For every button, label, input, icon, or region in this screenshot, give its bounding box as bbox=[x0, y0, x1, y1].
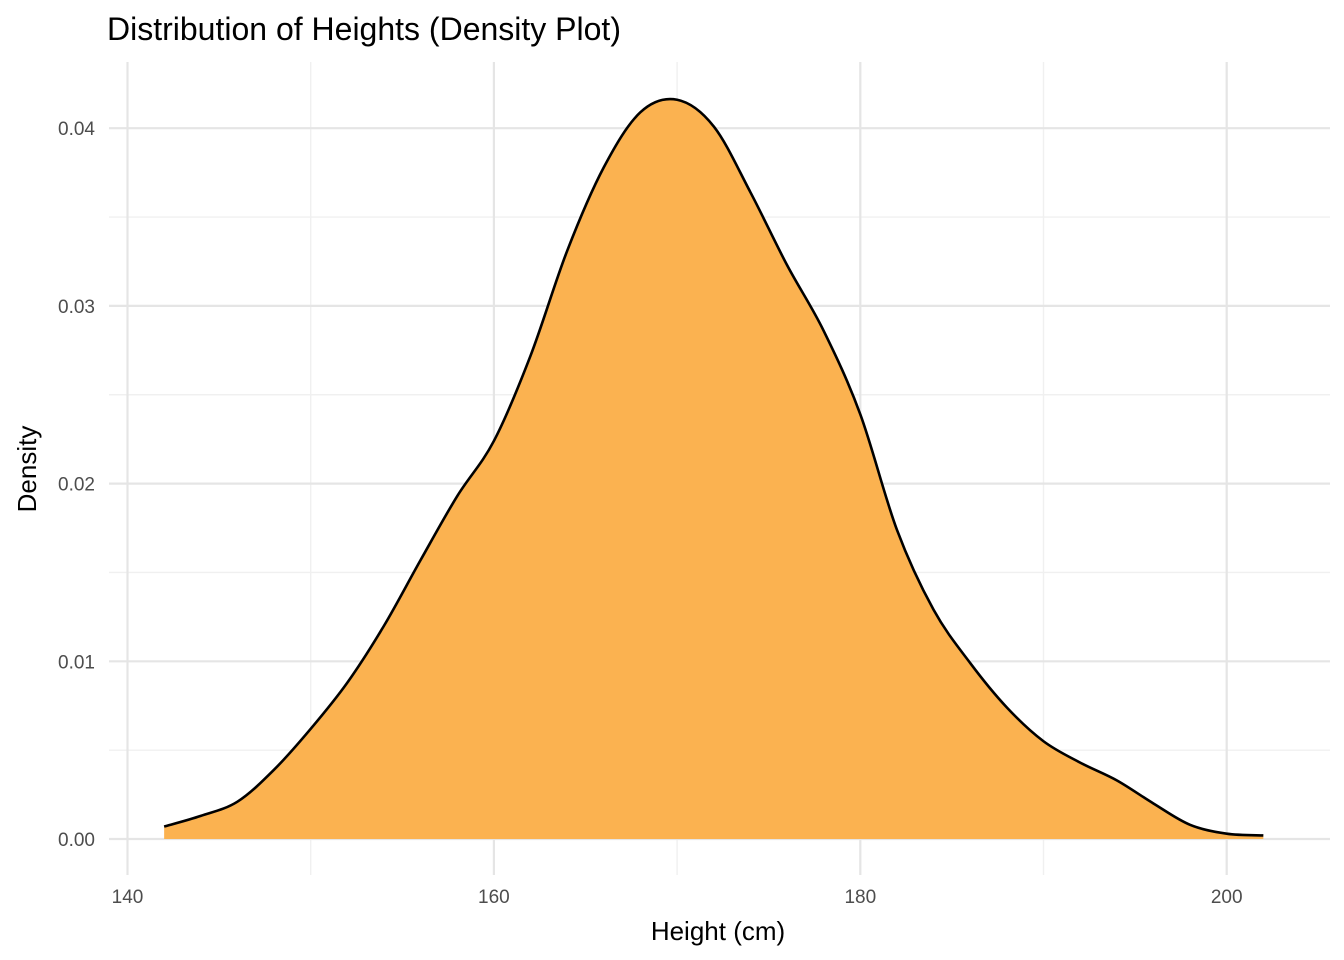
y-tick-label: 0.00 bbox=[58, 830, 95, 851]
x-tick-label: 140 bbox=[112, 887, 144, 908]
x-tick-label: 180 bbox=[844, 887, 876, 908]
y-tick-label: 0.03 bbox=[58, 297, 95, 318]
x-tick-label: 200 bbox=[1211, 887, 1243, 908]
y-tick-label: 0.02 bbox=[58, 475, 95, 496]
density-line bbox=[163, 97, 1264, 837]
x-axis-title: Height (cm) bbox=[651, 916, 785, 946]
x-tick-label: 160 bbox=[478, 887, 510, 908]
y-axis-title: Density bbox=[12, 426, 42, 513]
y-tick-label: 0.04 bbox=[58, 119, 95, 140]
x-axis-ticks: 140 160 180 200 bbox=[112, 887, 1243, 908]
y-tick-label: 0.01 bbox=[58, 652, 95, 673]
y-axis-ticks: 0.00 0.01 0.02 0.03 0.04 bbox=[58, 119, 95, 851]
chart-title: Distribution of Heights (Density Plot) bbox=[107, 11, 621, 47]
density-area bbox=[164, 99, 1264, 840]
